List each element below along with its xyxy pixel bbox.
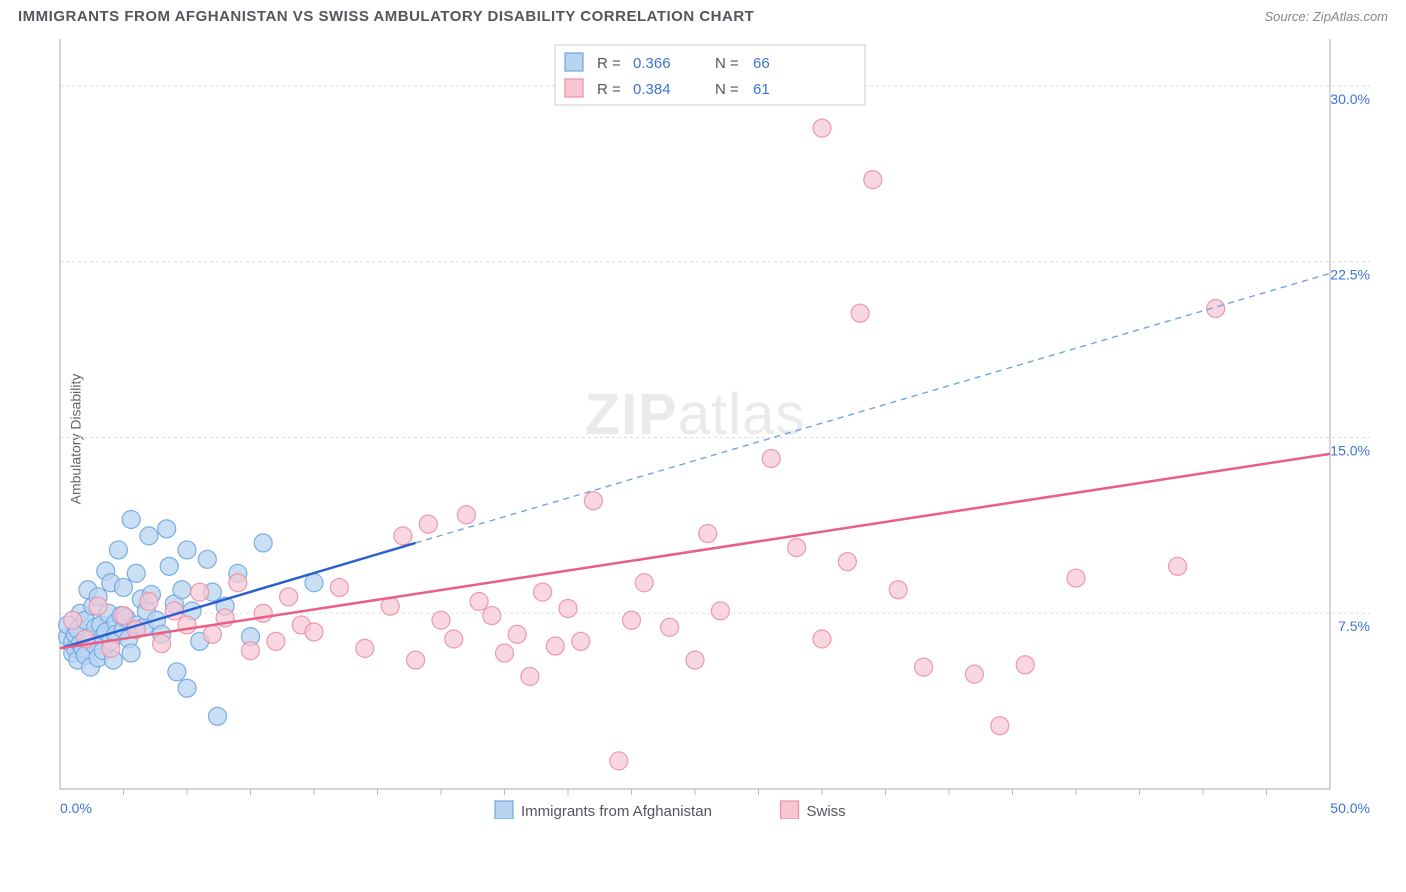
legend-n-value: 61: [753, 81, 770, 98]
data-point: [610, 752, 628, 770]
y-tick-label: 22.5%: [1330, 267, 1370, 283]
data-point: [508, 625, 526, 643]
data-point: [127, 564, 145, 582]
data-point: [305, 574, 323, 592]
data-point: [64, 611, 82, 629]
data-point: [115, 578, 133, 596]
data-point: [394, 527, 412, 545]
data-point: [419, 515, 437, 533]
data-point: [208, 707, 226, 725]
data-point: [178, 541, 196, 559]
data-point: [122, 644, 140, 662]
data-point: [534, 583, 552, 601]
data-point: [635, 574, 653, 592]
data-point: [838, 553, 856, 571]
data-point: [191, 583, 209, 601]
data-point: [1016, 656, 1034, 674]
data-point: [168, 663, 186, 681]
data-point: [711, 602, 729, 620]
data-point: [762, 450, 780, 468]
data-point: [140, 527, 158, 545]
data-point: [153, 635, 171, 653]
legend-swatch: [781, 801, 799, 819]
data-point: [483, 607, 501, 625]
trend-line: [60, 454, 1330, 649]
data-point: [496, 644, 514, 662]
data-point: [267, 632, 285, 650]
y-tick-label: 7.5%: [1338, 618, 1370, 634]
data-point: [254, 534, 272, 552]
data-point: [572, 632, 590, 650]
data-point: [686, 651, 704, 669]
legend-swatch: [565, 79, 583, 97]
legend-r-value: 0.366: [633, 55, 671, 72]
data-point: [229, 574, 247, 592]
data-point: [432, 611, 450, 629]
data-point: [305, 623, 323, 641]
data-point: [203, 625, 221, 643]
data-point: [242, 642, 260, 660]
x-min-label: 0.0%: [60, 800, 92, 816]
data-point: [470, 593, 488, 611]
data-point: [198, 550, 216, 568]
y-tick-label: 30.0%: [1330, 91, 1370, 107]
data-point: [813, 630, 831, 648]
source-label: Source: ZipAtlas.com: [1264, 9, 1388, 24]
data-point: [521, 668, 539, 686]
x-max-label: 50.0%: [1330, 800, 1370, 816]
data-point: [356, 639, 374, 657]
legend-swatch: [495, 801, 513, 819]
header: IMMIGRANTS FROM AFGHANISTAN VS SWISS AMB…: [0, 0, 1406, 29]
trend-line: [60, 543, 416, 648]
data-point: [89, 597, 107, 615]
data-point: [330, 578, 348, 596]
data-point: [158, 520, 176, 538]
watermark: ZIPatlas: [585, 382, 806, 447]
data-point: [178, 679, 196, 697]
chart-container: Ambulatory Disability 7.5%15.0%22.5%30.0…: [0, 29, 1406, 849]
data-point: [140, 593, 158, 611]
data-point: [178, 616, 196, 634]
data-point: [1067, 569, 1085, 587]
data-point: [864, 171, 882, 189]
chart-title: IMMIGRANTS FROM AFGHANISTAN VS SWISS AMB…: [18, 8, 754, 25]
data-point: [457, 506, 475, 524]
data-point: [851, 304, 869, 322]
data-point: [173, 581, 191, 599]
legend-r-label: R =: [597, 81, 621, 98]
legend-n-label: N =: [715, 81, 739, 98]
data-point: [1169, 557, 1187, 575]
legend-series-label: Immigrants from Afghanistan: [521, 803, 712, 819]
data-point: [546, 637, 564, 655]
data-point: [109, 541, 127, 559]
data-point: [699, 525, 717, 543]
legend-r-value: 0.384: [633, 81, 671, 98]
data-point: [445, 630, 463, 648]
data-point: [813, 119, 831, 137]
legend-r-label: R =: [597, 55, 621, 72]
legend-swatch: [565, 53, 583, 71]
data-point: [280, 588, 298, 606]
trend-line-extrapolated: [416, 273, 1330, 543]
data-point: [788, 539, 806, 557]
scatter-chart: 7.5% 15.0% 22.5% 30.0% ZIPatlas 0.0% 50.0% R = 0…: [50, 29, 1390, 819]
data-point: [991, 717, 1009, 735]
data-point: [584, 492, 602, 510]
data-point: [661, 618, 679, 636]
data-point: [160, 557, 178, 575]
data-point: [254, 604, 272, 622]
data-point: [965, 665, 983, 683]
data-point: [623, 611, 641, 629]
data-point: [559, 600, 577, 618]
data-point: [889, 581, 907, 599]
data-point: [115, 607, 133, 625]
data-point: [915, 658, 933, 676]
y-tick-label: 15.0%: [1330, 442, 1370, 458]
legend-n-value: 66: [753, 55, 770, 72]
legend-n-label: N =: [715, 55, 739, 72]
data-point: [122, 510, 140, 528]
data-point: [407, 651, 425, 669]
legend-series-label: Swiss: [807, 803, 846, 819]
